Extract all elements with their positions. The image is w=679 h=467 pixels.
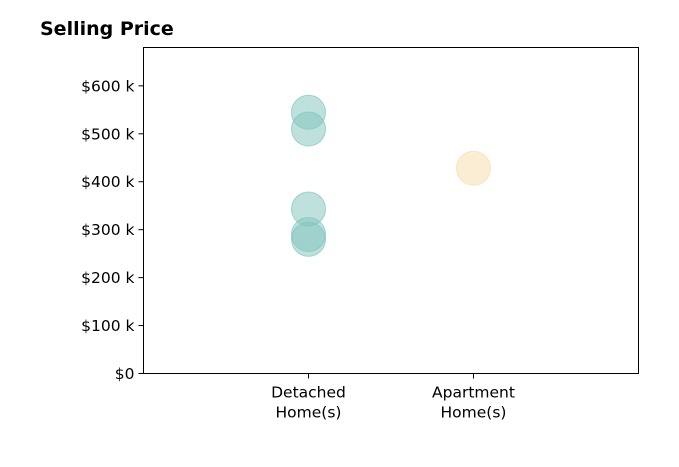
chart-title: Selling Price [40,18,174,40]
x-tick-label-1-line1: Apartment [432,384,515,402]
y-axis: $0 $100 k $200 k $300 k $400 k $500 k $600 k [81,77,144,383]
scatter-marks [291,94,491,257]
y-tick-label-4: $400 k [81,173,134,191]
x-tick-label-1-line2: Home(s) [441,404,507,422]
y-tick-label-0: $0 [115,365,135,383]
y-tick-label-2: $200 k [81,269,134,287]
x-tick-label-0-line2: Home(s) [276,404,342,422]
scatter-point-1-0 [456,150,491,186]
scatter-point-0-1 [291,111,326,147]
x-tick-label-0-line1: Detached [271,384,346,402]
y-tick-label-5: $500 k [81,125,134,143]
scatter-point-0-4 [291,221,326,257]
x-axis: Detached Home(s) Apartment Home(s) [271,373,515,422]
y-tick-label-1: $100 k [81,317,134,335]
plot-frame [143,47,639,374]
y-tick-label-3: $300 k [81,221,134,239]
y-tick-label-6: $600 k [81,77,134,95]
